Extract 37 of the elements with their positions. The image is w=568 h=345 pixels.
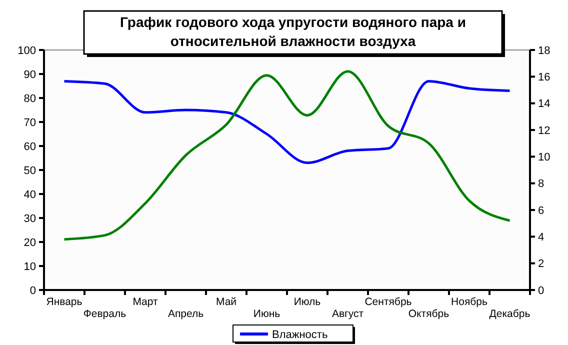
y-tick-label: 30 <box>24 212 36 225</box>
y2-tick-label: 4 <box>538 232 544 244</box>
x-tick-label: Октябрь <box>408 308 450 320</box>
x-tick-label: Февраль <box>83 308 127 320</box>
chart-title: График годового хода упругости водяного пара и относительной влажности воздуха <box>120 14 466 49</box>
y2-tick-label: 2 <box>538 258 544 270</box>
y-tick-label: 0 <box>30 284 36 297</box>
y2-tick-label: 14 <box>538 98 550 110</box>
x-tick-label: Август <box>332 308 364 320</box>
line-series <box>63 70 511 241</box>
x-tick-label: Апрель <box>168 308 204 320</box>
legend-label: Влажность <box>272 328 328 341</box>
y-tick-label: 80 <box>24 92 36 105</box>
y2-tick-label: 12 <box>538 124 550 137</box>
y2-tick-label: 6 <box>538 204 544 217</box>
x-tick-label: Март <box>132 296 158 308</box>
y-tick-label: 40 <box>24 188 36 201</box>
y2-tick-label: 0 <box>538 284 544 297</box>
x-tick-label: Сентябрь <box>364 296 412 308</box>
x-tick-label: Июнь <box>253 308 281 320</box>
x-tick-label: Июль <box>294 296 322 308</box>
y-tick-label: 70 <box>24 116 36 129</box>
y-tick-label: 50 <box>24 164 36 177</box>
y-tick-label: 10 <box>24 260 36 273</box>
y2-tick-label: 8 <box>538 178 544 190</box>
line-series <box>63 80 511 164</box>
y-tick-label: 100 <box>18 44 36 57</box>
y-tick-label: 90 <box>24 68 36 81</box>
y2-tick-label: 18 <box>538 44 550 57</box>
y2-tick-label: 10 <box>538 152 550 164</box>
x-tick-label: Декабрь <box>489 308 531 320</box>
y2-tick-label: 16 <box>538 72 550 84</box>
x-tick-label: Май <box>216 296 237 308</box>
y-tick-label: 60 <box>24 140 36 153</box>
x-tick-label: Ноябрь <box>451 296 488 308</box>
y-tick-label: 20 <box>24 236 36 249</box>
x-tick-label: Январь <box>46 296 83 308</box>
